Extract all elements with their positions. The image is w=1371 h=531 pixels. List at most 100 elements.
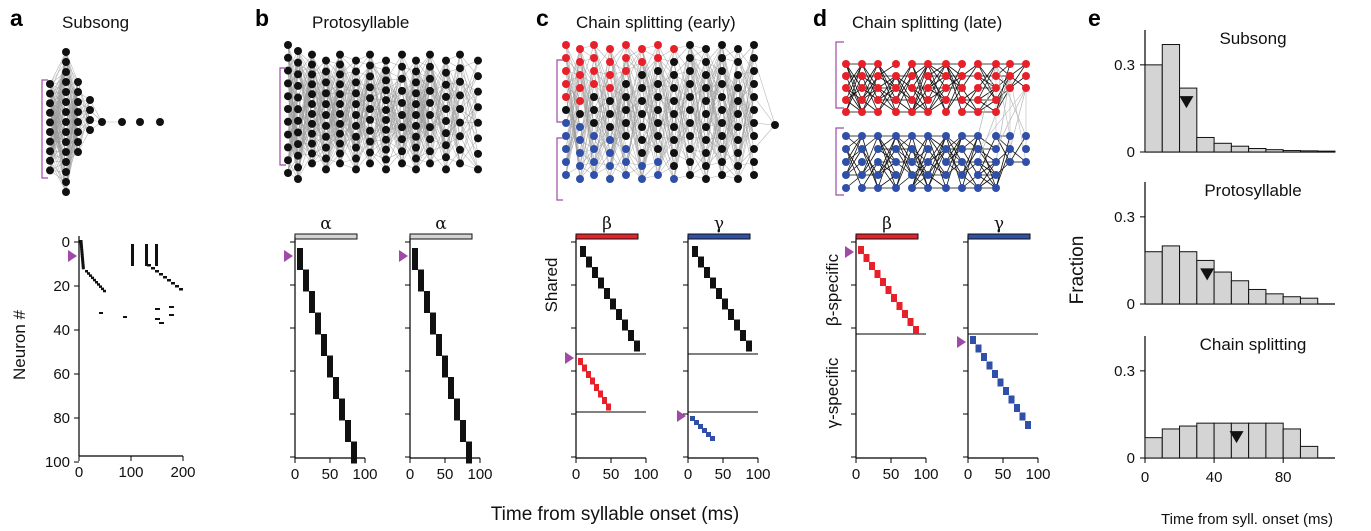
histogram-bar — [1230, 422, 1250, 459]
network-node — [622, 171, 630, 179]
network-node — [924, 72, 932, 80]
network-node — [924, 184, 932, 192]
histogram-bar — [1196, 259, 1215, 305]
network-node — [606, 123, 614, 131]
network-node — [398, 111, 406, 120]
network-edge — [89, 99, 103, 123]
network-node — [734, 71, 742, 79]
network-node — [294, 81, 302, 90]
network-node — [942, 158, 950, 166]
network-node — [874, 72, 882, 80]
histogram-bar — [1299, 297, 1319, 305]
network-node — [366, 115, 374, 124]
network-node — [74, 138, 82, 146]
network-node — [842, 132, 850, 140]
network-node — [924, 84, 932, 92]
spike-mark — [80, 252, 84, 255]
network-edge — [845, 63, 863, 101]
network-edge — [737, 148, 755, 180]
network-node — [308, 129, 316, 138]
network-node — [992, 60, 1000, 68]
network-node — [576, 136, 584, 144]
network-edge — [657, 48, 675, 85]
network-edge — [895, 75, 913, 101]
network-node — [308, 90, 316, 99]
network-edge — [995, 63, 1011, 113]
x-tick-label: 100 — [352, 466, 377, 483]
network-node — [412, 100, 420, 109]
network-edge — [657, 74, 675, 176]
network-edge — [895, 135, 913, 189]
network-edge — [1009, 135, 1027, 163]
spike-mark — [81, 264, 85, 267]
spike-mark — [99, 285, 102, 288]
network-node — [750, 54, 758, 62]
seed-bracket — [835, 127, 844, 196]
network-node — [412, 143, 420, 152]
network-node — [442, 153, 450, 162]
network-node — [874, 132, 882, 140]
network-node — [974, 158, 982, 166]
x-tick-label: 80 — [1275, 469, 1292, 486]
network-node — [702, 162, 710, 170]
network-edge — [415, 54, 431, 159]
panel-title-d: Chain splitting (late) — [852, 13, 1002, 32]
network-node — [382, 115, 390, 124]
network-node — [924, 108, 932, 116]
network-node — [908, 96, 916, 104]
network-node — [322, 67, 330, 76]
network-node — [46, 156, 54, 165]
network-edge — [49, 81, 67, 171]
network-node — [686, 67, 694, 75]
raster-protosyllable: 0 50 100 α 0 50 100 α — [284, 214, 493, 483]
network-edge — [325, 54, 341, 83]
spike-mark — [580, 246, 586, 257]
network-edge — [459, 60, 479, 110]
panel-letter-d: d — [813, 5, 827, 31]
spike-mark — [80, 247, 84, 251]
network-node — [590, 93, 598, 101]
network-edge — [977, 161, 997, 189]
network-node — [734, 58, 742, 66]
network-node — [718, 158, 726, 166]
network-node — [46, 89, 54, 98]
network-edge — [721, 48, 739, 176]
network-edge — [355, 130, 371, 170]
network-node — [842, 84, 850, 92]
seed-marker — [845, 246, 854, 258]
network-node — [874, 145, 882, 153]
network-edge — [877, 75, 897, 101]
network-node — [842, 158, 850, 166]
network-node — [702, 136, 710, 144]
spike-mark — [442, 355, 448, 378]
network-node — [442, 129, 450, 138]
spike-mark — [87, 272, 90, 275]
network-node — [562, 119, 570, 127]
network-node — [456, 159, 464, 168]
network-node — [308, 60, 316, 69]
network-edge — [961, 87, 979, 113]
spike-mark — [145, 244, 148, 266]
network-diagram-chain-split-late — [835, 41, 1030, 196]
network-edge — [297, 84, 313, 180]
histogram-bar — [1248, 288, 1267, 305]
network-node — [654, 106, 662, 114]
network-edge — [401, 60, 417, 164]
network-node — [412, 165, 420, 174]
network-node — [702, 97, 710, 105]
network-edge — [339, 113, 357, 148]
histogram-bar — [1196, 422, 1215, 459]
seed-marker — [565, 352, 574, 364]
histogram-bar — [1230, 145, 1250, 153]
network-edge — [459, 107, 479, 164]
network-node — [771, 121, 779, 129]
spike-mark — [103, 289, 106, 293]
network-edge — [1009, 63, 1027, 89]
network-node — [670, 149, 678, 157]
network-node — [412, 89, 420, 98]
network-node — [74, 98, 82, 106]
network-edge — [625, 61, 643, 176]
network-edge — [339, 74, 357, 105]
network-node — [562, 106, 570, 114]
spike-mark — [740, 330, 746, 341]
